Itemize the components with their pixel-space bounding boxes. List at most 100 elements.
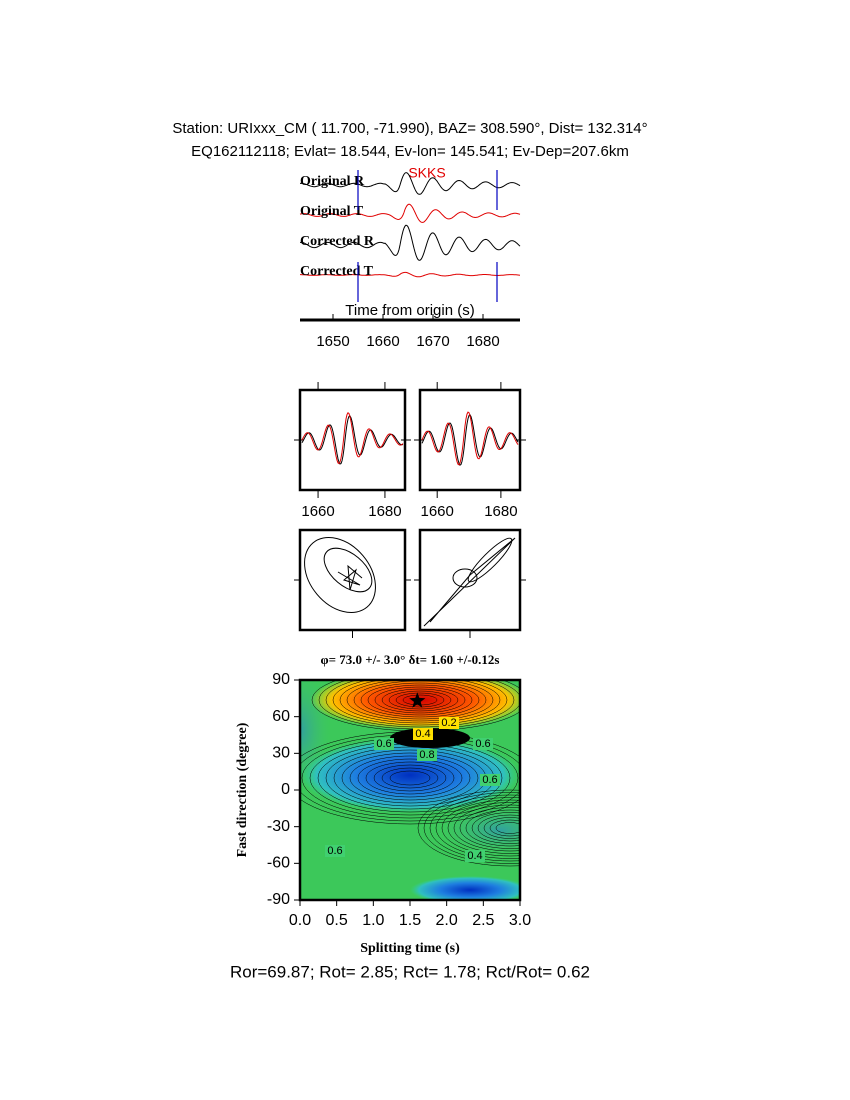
- trace-label: Corrected R: [300, 234, 375, 249]
- contour-line: [357, 758, 463, 798]
- grid-y-label: Fast direction (degree): [235, 722, 250, 857]
- contour-line: [389, 770, 431, 786]
- x-tick-label: 1.5: [399, 912, 421, 929]
- contour-line: [300, 734, 520, 822]
- x-tick-label: 1670: [416, 333, 449, 350]
- x-tick-label: 1680: [466, 333, 499, 350]
- x-tick-label: 2.5: [472, 912, 494, 929]
- contour-line: [325, 680, 515, 728]
- mid-region: [300, 737, 520, 813]
- y-tick-label: -30: [267, 818, 290, 835]
- contour-line: [388, 690, 452, 710]
- x-tick-label: 3.0: [509, 912, 531, 929]
- phase-label: SKKS: [408, 165, 445, 181]
- contour-label-box: [325, 845, 345, 857]
- y-tick-label: 30: [272, 745, 290, 762]
- particle-motion: [452, 568, 478, 588]
- waveform: [299, 203, 521, 223]
- waveform: [300, 224, 521, 261]
- contour-line: [465, 809, 520, 847]
- contour-label-box: [417, 749, 437, 761]
- contour-label-box: [473, 738, 493, 750]
- trace-label: Corrected T: [300, 264, 374, 279]
- particle-motion: [323, 547, 373, 593]
- y-tick-label: 0: [281, 781, 290, 798]
- contour-line: [300, 731, 520, 825]
- contour-line: [341, 752, 479, 804]
- contour-line: [495, 822, 520, 834]
- contour-label: 0.2: [441, 717, 456, 729]
- particle-motion: [467, 537, 513, 583]
- contour-line: [349, 755, 471, 801]
- contour-line: [332, 680, 508, 726]
- mid-region: [410, 876, 520, 900]
- contour-line: [374, 686, 466, 714]
- contour-line: [471, 812, 520, 844]
- contour-label: 0.6: [482, 774, 497, 786]
- particle-motion: [304, 536, 376, 614]
- contour-label: 0.4: [467, 850, 482, 862]
- best-fit-star: [409, 692, 426, 708]
- contour-line: [477, 814, 520, 842]
- contour-label: 0.6: [475, 738, 490, 750]
- contour-line: [423, 792, 520, 864]
- contour-line: [483, 817, 520, 839]
- contour-line: [346, 680, 494, 722]
- contour-line: [317, 743, 503, 813]
- contour-line: [381, 767, 439, 789]
- contour-line: [447, 802, 520, 854]
- trace-label: Original R: [300, 174, 365, 189]
- contour-label-box: [465, 850, 485, 862]
- contour-line: [459, 807, 520, 849]
- x-tick-label: 2.0: [436, 912, 458, 929]
- contour-line: [367, 684, 473, 716]
- x-tick-label: 0.5: [326, 912, 348, 929]
- particle-motion: [337, 564, 363, 591]
- panel-frame: [298, 388, 407, 492]
- y-tick-label: -90: [267, 891, 290, 908]
- x-tick-label: 1660: [301, 503, 334, 520]
- x-tick-label: 1680: [368, 503, 401, 520]
- contour-line: [381, 688, 459, 712]
- contour-line: [360, 682, 480, 718]
- x-tick-label: 1650: [316, 333, 349, 350]
- contour-line: [429, 794, 520, 862]
- contour-line: [435, 797, 520, 859]
- contour-line: [489, 819, 520, 837]
- header-event: EQ162112118; Evlat= 18.544, Ev-lon= 145.…: [191, 143, 629, 160]
- contour-label: 0.4: [415, 728, 430, 740]
- waveform: [300, 271, 521, 278]
- contour-line: [365, 761, 455, 795]
- contour-label-box: [374, 738, 394, 750]
- low-region: [440, 805, 520, 855]
- grid-x-label: Splitting time (s): [360, 941, 460, 956]
- contour-map: [300, 680, 520, 900]
- y-tick-label: 60: [272, 708, 290, 725]
- contour-line: [309, 740, 511, 816]
- contour-label: 0.8: [419, 749, 434, 761]
- contour-line: [395, 692, 445, 708]
- x-tick-label: 1.0: [362, 912, 384, 929]
- contour-line: [417, 789, 520, 867]
- y-tick-label: 90: [272, 671, 290, 688]
- x-tick-label: 0.0: [289, 912, 311, 929]
- contour-label-box: [439, 717, 459, 729]
- contour-label: 0.6: [376, 738, 391, 750]
- footer: Ror=69.87; Rot= 2.85; Rct= 1.78; Rct/Rot…: [230, 962, 590, 981]
- x-tick-label: 1680: [484, 503, 517, 520]
- waveform: [421, 411, 519, 466]
- y-tick-label: -60: [267, 855, 290, 872]
- waveform: [299, 172, 521, 195]
- waveform: [301, 415, 404, 465]
- trace-label: Original T: [300, 204, 364, 219]
- traces-x-label: Time from origin (s): [345, 302, 474, 319]
- x-tick-label: 1660: [421, 503, 454, 520]
- waveform: [301, 412, 404, 465]
- contour-label: 0.6: [327, 845, 342, 857]
- waveform: [421, 414, 519, 466]
- contour-label-box: [480, 774, 500, 786]
- contour-line: [301, 737, 519, 819]
- header-station: Station: URIxxx_CM ( 11.700, -71.990), B…: [172, 120, 647, 137]
- x-tick-label: 1660: [366, 333, 399, 350]
- contour-line: [339, 680, 501, 724]
